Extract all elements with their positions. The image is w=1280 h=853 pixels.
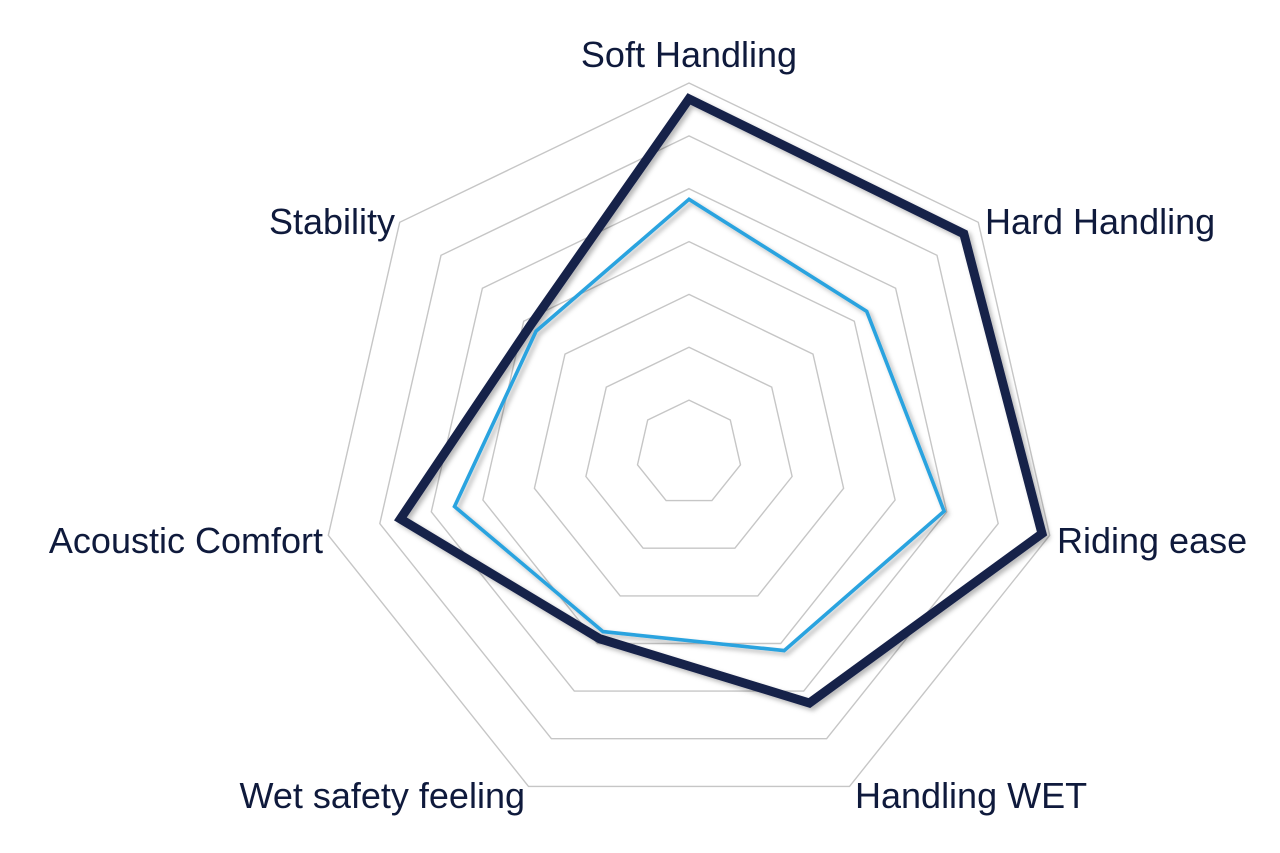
grid-ring-1 xyxy=(636,399,742,502)
axis-label-acoustic-comfort: Acoustic Comfort xyxy=(49,520,323,561)
axis-label-stability: Stability xyxy=(269,201,395,242)
axis-label-soft-handling: Soft Handling xyxy=(581,34,797,75)
grid-ring-6 xyxy=(379,135,999,740)
series-1-polygon xyxy=(394,93,1048,708)
axis-labels: Soft Handling Hard Handling Riding ease Han… xyxy=(49,34,1247,816)
grid-ring-2 xyxy=(585,346,793,549)
grid-ring-7 xyxy=(327,82,1051,788)
radar-grid xyxy=(327,82,1051,788)
radar-series xyxy=(394,93,1048,708)
axis-label-wet-safety-feeling: Wet safety feeling xyxy=(240,775,526,816)
axis-label-hard-handling: Hard Handling xyxy=(985,201,1215,242)
series-2-polygon xyxy=(452,197,947,653)
grid-ring-3 xyxy=(533,293,845,597)
axis-label-riding-ease: Riding ease xyxy=(1057,520,1247,561)
axis-label-handling-wet: Handling WET xyxy=(855,775,1087,816)
grid-ring-5 xyxy=(430,187,948,692)
